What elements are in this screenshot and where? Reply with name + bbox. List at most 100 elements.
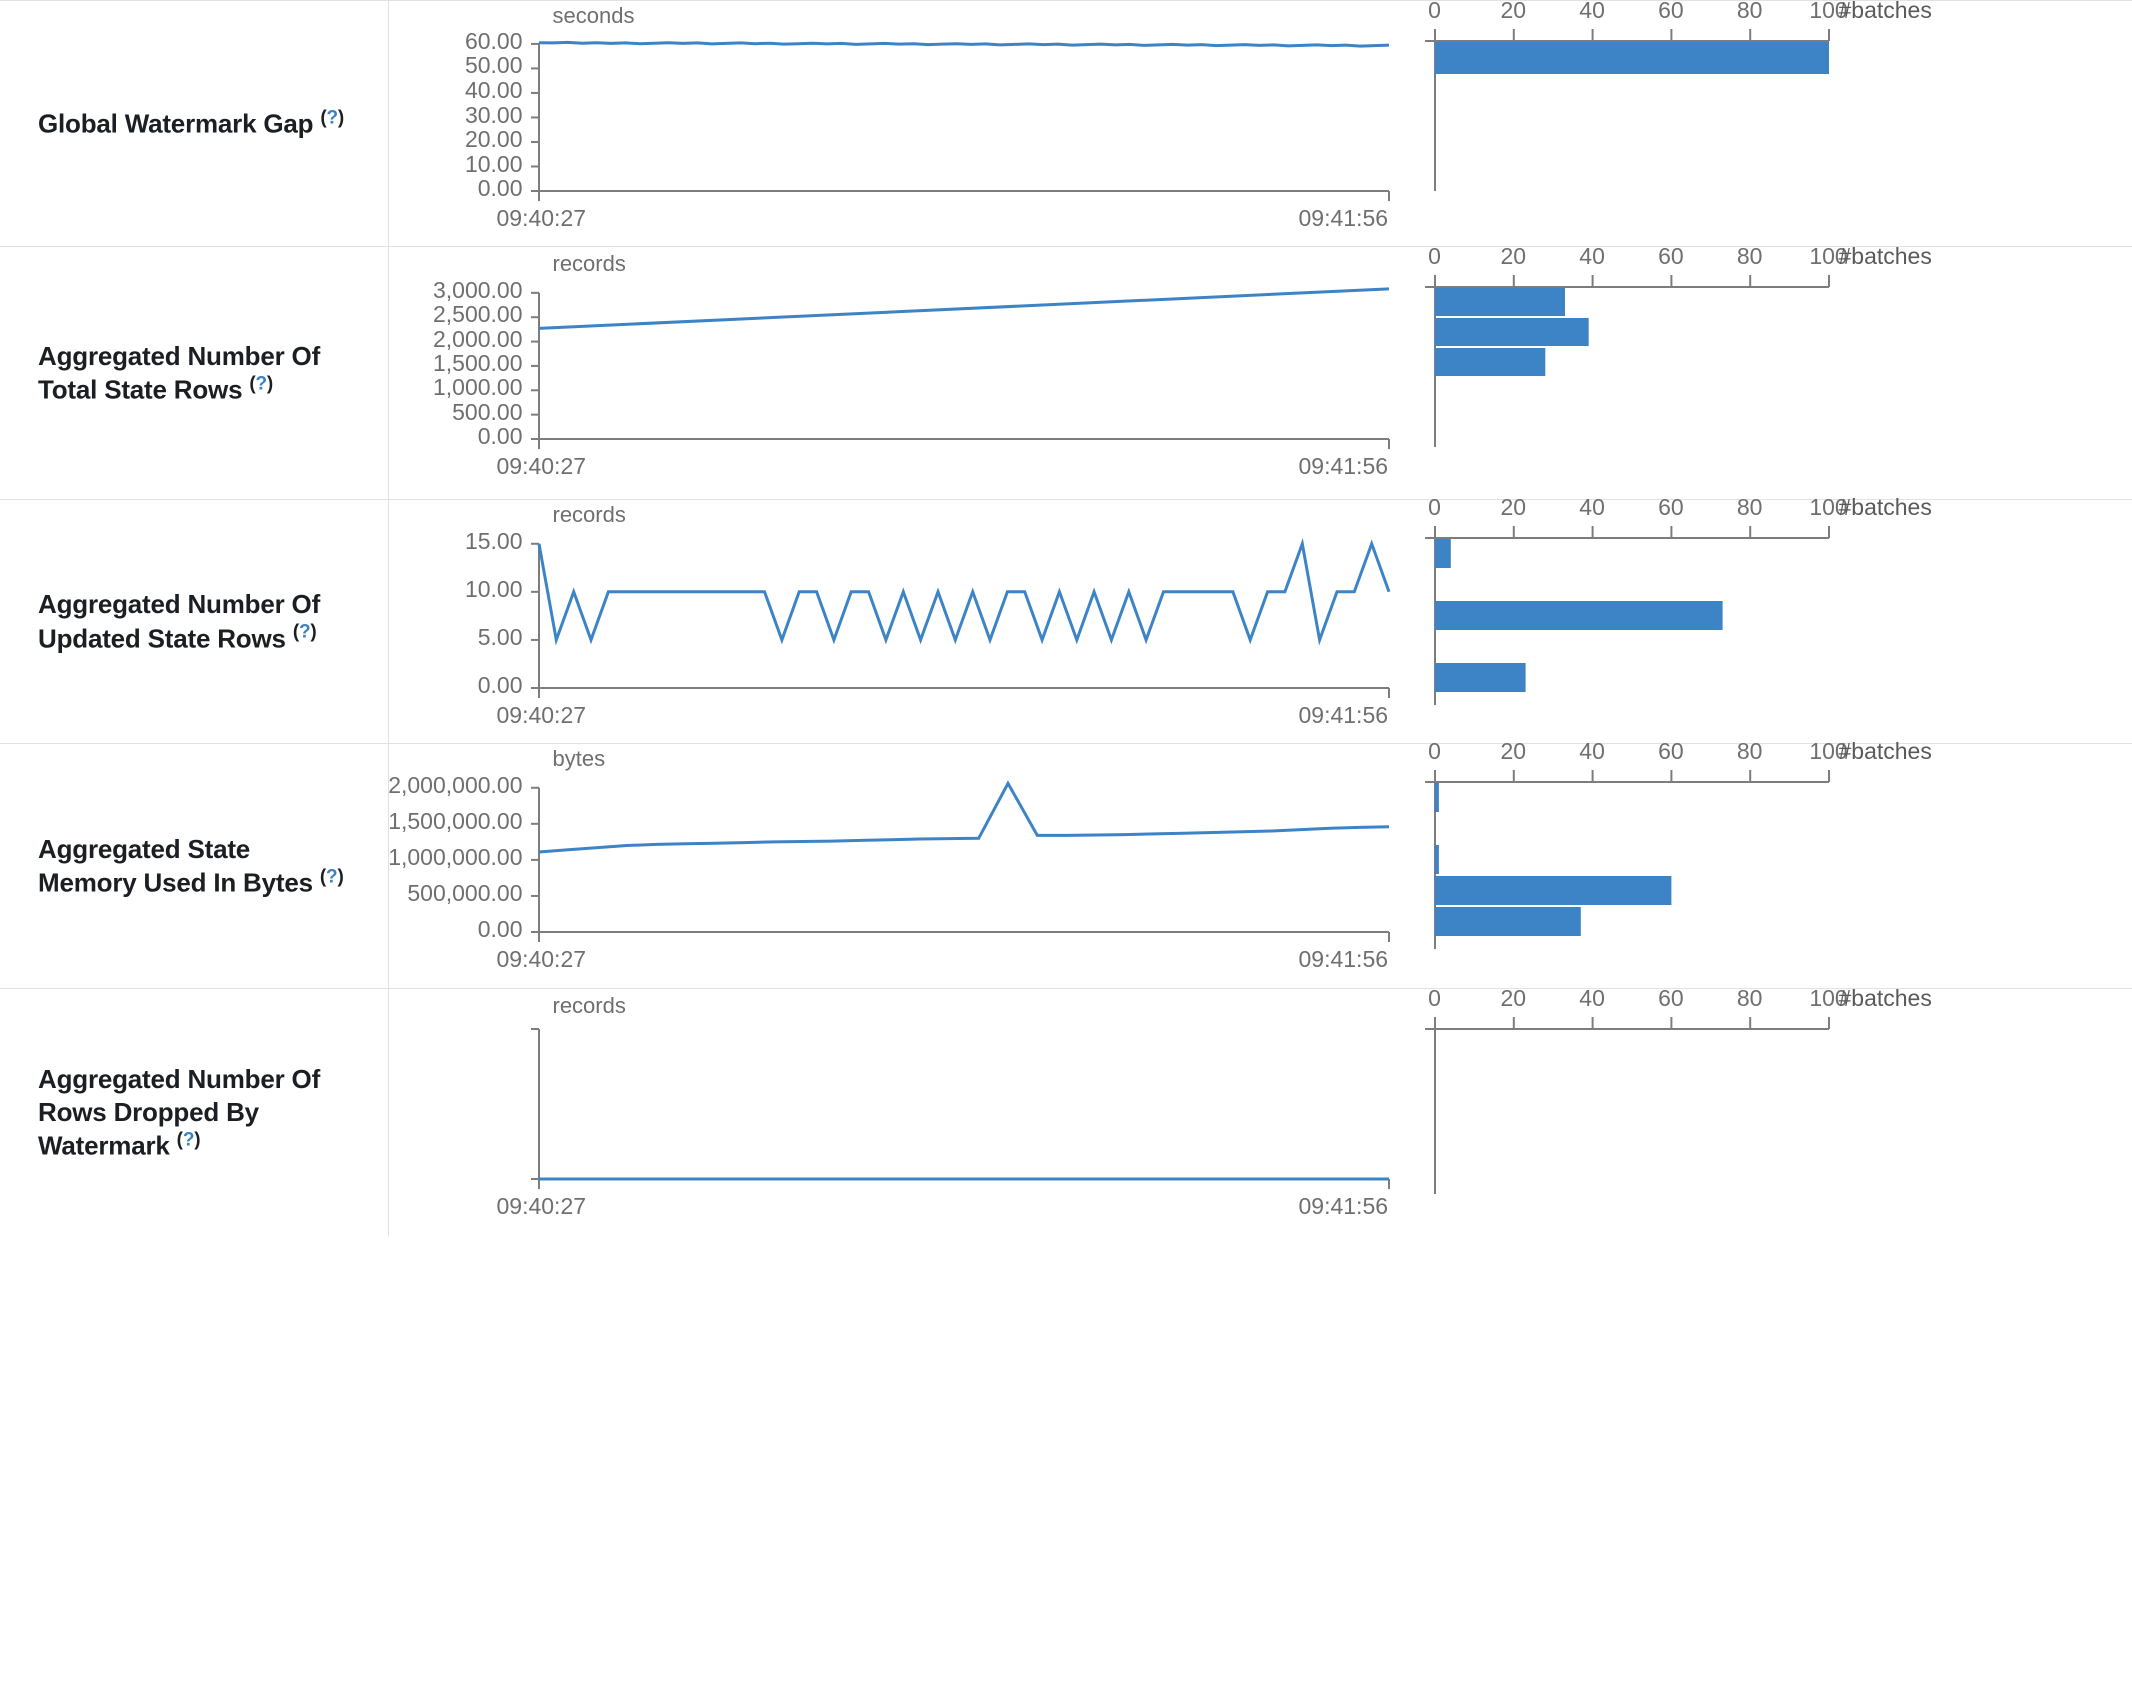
- statistics-table-body: Global Watermark Gap (?) seconds 60.00 50.0…: [0, 0, 2132, 1238]
- histogram-tick-label: 60: [1658, 738, 1684, 764]
- histogram-tick-label: 60: [1658, 0, 1684, 23]
- metric-title-text: Aggregated Number Of Updated State Rows: [38, 589, 321, 654]
- y-axis-tick-label: 30.00: [464, 101, 523, 128]
- histogram-tick-label: 0: [1428, 985, 1441, 1011]
- help-icon[interactable]: ?: [255, 373, 268, 395]
- metric-help-sup: (?): [176, 1129, 201, 1151]
- y-axis-tick-label: 15.00: [464, 527, 523, 554]
- metric-title-text: Global Watermark Gap: [38, 109, 314, 140]
- histogram-unit-label: #batches: [1838, 985, 1932, 1011]
- metric-title: Aggregated Number Of Updated State Rows …: [38, 588, 354, 655]
- x-axis-start-label: 09:40:27: [496, 702, 587, 728]
- metric-help-sup: (?): [292, 621, 317, 643]
- metric-help-wrapper: (?): [320, 866, 344, 898]
- x-axis-start-label: 09:40:27: [496, 946, 587, 972]
- metric-row: Aggregated Number Of Updated State Rows …: [0, 494, 2132, 744]
- y-axis-tick-label: 10.00: [464, 150, 523, 177]
- help-icon[interactable]: ?: [326, 866, 338, 888]
- y-axis-tick-label: 2,500.00: [432, 301, 523, 328]
- x-axis-start-label: 09:40:27: [496, 205, 587, 231]
- histogram-unit-label: #batches: [1838, 243, 1932, 269]
- histogram-tick-label: 40: [1579, 985, 1605, 1011]
- y-axis-tick-label: 0.00: [477, 175, 523, 201]
- timeline-chart[interactable]: records 15.00 10.00 5.00 0.00 09:40:27 09:41:5…: [389, 500, 1399, 743]
- help-icon[interactable]: ?: [326, 107, 339, 129]
- y-axis-tick-label: 5.00: [477, 623, 523, 650]
- histogram-tick-label: 100: [1809, 0, 1848, 23]
- metric-row: Aggregated Number Of Total State Rows (?…: [0, 243, 2132, 500]
- metric-title-text: Aggregated Number Of Total State Rows: [38, 340, 321, 405]
- y-axis-tick-label: 500.00: [452, 398, 523, 425]
- y-axis-tick-label: 0.00: [477, 423, 523, 449]
- timeline-unit-label: records: [552, 993, 626, 1018]
- metric-title-text: Aggregated State Memory Used In Bytes: [38, 833, 313, 898]
- metric-chart-cell: records 15.00 10.00 5.00 0.00 09:40:27 09:41:5…: [388, 494, 2132, 744]
- metric-title: Aggregated Number Of Total State Rows (?…: [38, 340, 354, 407]
- histogram-tick-label: 80: [1736, 985, 1763, 1011]
- histogram-tick-label: 40: [1579, 0, 1605, 23]
- help-icon[interactable]: ?: [182, 1129, 195, 1151]
- y-axis-tick-label: 1,000,000.00: [388, 843, 523, 870]
- timeline-chart[interactable]: bytes 2,000,000.00 1,500,000.00 1,000,000.0…: [388, 744, 1399, 988]
- histogram-svg: [1424, 29, 1830, 191]
- timeline-chart[interactable]: records 3,000.00 2,500.00 2,000.00 1,500.00 1…: [389, 247, 1399, 499]
- metric-label-cell: Global Watermark Gap (?): [0, 0, 389, 247]
- histogram-tick-label: 60: [1658, 243, 1684, 269]
- metric-charts: bytes 2,000,000.00 1,500,000.00 1,000,000.0…: [388, 738, 2132, 988]
- histogram-tick-label: 80: [1736, 0, 1763, 23]
- metric-charts: seconds 60.00 50.00 40.00 30.00 20.00 10.00 0.0…: [389, 0, 2132, 246]
- timeline-svg: [530, 40, 1390, 201]
- histogram-tick-label: 60: [1658, 985, 1684, 1011]
- y-axis-tick-label: 1,000.00: [432, 374, 523, 401]
- y-axis-tick-label: 500,000.00: [407, 879, 523, 906]
- histogram-tick-label: 60: [1658, 494, 1684, 520]
- x-axis-start-label: 09:40:27: [496, 453, 587, 479]
- histogram-chart[interactable]: 0 20 40 60 80 100 #batches: [1399, 243, 2129, 499]
- timeline-chart[interactable]: seconds 60.00 50.00 40.00 30.00 20.00 10.00 0.0…: [389, 1, 1399, 246]
- histogram-chart[interactable]: 0 20 40 60 80 100 #batches: [1399, 738, 2129, 988]
- histogram-svg: [1424, 526, 1830, 705]
- metric-row: Aggregated State Memory Used In Bytes (?…: [0, 738, 2132, 989]
- histogram-svg: [1424, 275, 1830, 447]
- metric-title: Aggregated State Memory Used In Bytes (?…: [38, 833, 354, 900]
- y-axis-tick-label: 1,500.00: [432, 349, 523, 376]
- metric-help-wrapper: (?): [320, 107, 345, 139]
- timeline-chart[interactable]: records 09:40:27 09:41:56: [389, 989, 1399, 1237]
- histogram-chart[interactable]: 0 20 40 60 80 100 #batches: [1399, 985, 2129, 1237]
- histogram-tick-label: 0: [1428, 494, 1441, 520]
- histogram-tick-label: 40: [1579, 243, 1605, 269]
- metric-charts: records 15.00 10.00 5.00 0.00 09:40:27 09:41:5…: [389, 494, 2132, 743]
- histogram-tick-label: 20: [1500, 985, 1527, 1011]
- x-axis-end-label: 09:41:56: [1298, 453, 1389, 479]
- metric-title: Aggregated Number Of Rows Dropped By Wat…: [38, 1063, 354, 1162]
- histogram-chart[interactable]: 0 20 40 60 80 100 #batches: [1399, 494, 2129, 743]
- y-axis-tick-label: 60.00: [464, 27, 523, 54]
- metric-chart-cell: records 09:40:27 09:41:56 0 20 40 60 80 100 #batc…: [388, 985, 2132, 1238]
- metric-title: Global Watermark Gap (?): [38, 106, 354, 140]
- metric-label-cell: Aggregated Number Of Total State Rows (?…: [0, 246, 389, 500]
- timeline-svg: [530, 538, 1390, 698]
- x-axis-end-label: 09:41:56: [1298, 946, 1389, 972]
- histogram-tick-label: 100: [1809, 494, 1848, 520]
- metric-help-wrapper: (?): [249, 373, 274, 405]
- metric-charts: records 09:40:27 09:41:56 0 20 40 60 80 100 #batc…: [389, 985, 2132, 1237]
- x-axis-end-label: 09:41:56: [1298, 205, 1389, 231]
- metric-help-wrapper: (?): [176, 1129, 201, 1161]
- metric-help-sup: (?): [249, 373, 274, 395]
- metric-help-wrapper: (?): [292, 621, 317, 653]
- histogram-tick-label: 40: [1579, 494, 1605, 520]
- x-axis-end-label: 09:41:56: [1298, 1193, 1389, 1219]
- timeline-unit-label: bytes: [552, 746, 606, 771]
- timeline-svg: [530, 287, 1390, 449]
- histogram-tick-label: 0: [1428, 0, 1441, 23]
- y-axis-tick-label: 1,500,000.00: [388, 807, 523, 834]
- y-axis-tick-label: 10.00: [464, 575, 523, 602]
- metric-row: Aggregated Number Of Rows Dropped By Wat…: [0, 985, 2132, 1238]
- y-axis-tick-label: 0.00: [477, 672, 523, 698]
- histogram-chart[interactable]: 0 20 40 60 80 100 #batches: [1399, 0, 2129, 246]
- help-icon[interactable]: ?: [298, 621, 311, 643]
- y-axis-tick-label: 0.00: [477, 916, 523, 942]
- metric-help-sup: (?): [320, 107, 345, 129]
- metric-title-text: Aggregated Number Of Rows Dropped By Wat…: [38, 1064, 321, 1162]
